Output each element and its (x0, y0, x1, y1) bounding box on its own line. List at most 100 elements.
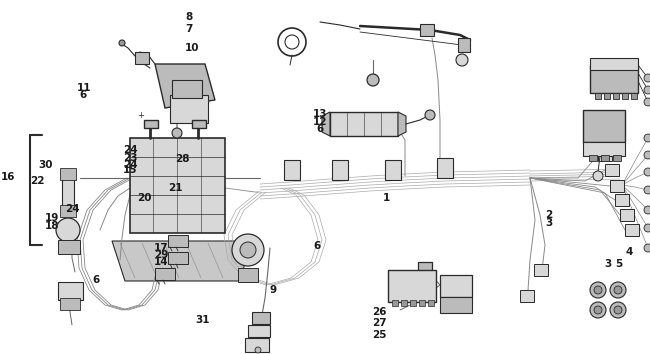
Circle shape (644, 134, 650, 142)
Text: 28: 28 (175, 154, 189, 164)
Text: 24: 24 (66, 204, 80, 214)
Circle shape (367, 74, 379, 86)
Bar (62, 178, 74, 206)
Bar (428, 300, 434, 306)
Bar (60, 205, 76, 217)
Bar (419, 300, 425, 306)
Circle shape (644, 224, 650, 232)
Bar (620, 209, 634, 221)
Circle shape (255, 347, 261, 353)
Text: 8: 8 (185, 12, 192, 22)
Circle shape (593, 171, 603, 181)
Bar (440, 297, 472, 313)
Polygon shape (155, 64, 215, 108)
Bar (135, 52, 149, 64)
Circle shape (644, 74, 650, 82)
Bar (601, 155, 609, 161)
Circle shape (172, 128, 182, 138)
Bar (284, 160, 300, 180)
Bar (583, 110, 625, 142)
Bar (598, 149, 612, 161)
Text: 29: 29 (154, 250, 168, 260)
Text: 6: 6 (79, 90, 86, 100)
Text: 3: 3 (604, 259, 612, 269)
Text: 22: 22 (31, 176, 45, 185)
Circle shape (610, 302, 626, 318)
Polygon shape (398, 112, 406, 136)
Bar (613, 93, 619, 99)
Circle shape (644, 98, 650, 106)
Bar (385, 160, 401, 180)
Circle shape (240, 242, 256, 258)
Bar (130, 138, 225, 233)
Text: 6: 6 (313, 241, 321, 251)
Bar (458, 38, 470, 52)
Text: 25: 25 (372, 330, 387, 339)
Text: 23: 23 (123, 153, 137, 162)
Text: 20: 20 (137, 193, 151, 202)
Text: 14: 14 (154, 257, 168, 267)
Bar (401, 300, 407, 306)
Bar (168, 235, 188, 247)
Text: 3: 3 (545, 218, 552, 228)
Bar (172, 80, 202, 98)
Text: 6: 6 (92, 275, 100, 285)
Circle shape (119, 40, 125, 46)
Circle shape (425, 110, 435, 120)
Bar (245, 338, 269, 352)
Text: 24: 24 (123, 145, 137, 155)
Bar (625, 224, 639, 236)
Circle shape (590, 282, 606, 298)
Bar (252, 312, 270, 324)
Bar (248, 325, 270, 337)
Bar (534, 264, 548, 276)
Bar (58, 240, 80, 254)
Bar (192, 120, 206, 128)
Bar (388, 270, 436, 302)
Bar (604, 93, 610, 99)
Text: 17: 17 (154, 243, 168, 253)
Bar (410, 300, 416, 306)
Text: 10: 10 (185, 43, 200, 53)
Circle shape (590, 302, 606, 318)
Bar (520, 290, 534, 302)
Polygon shape (322, 112, 330, 136)
Bar (330, 112, 398, 136)
Bar (613, 155, 621, 161)
Circle shape (644, 168, 650, 176)
Text: 5: 5 (615, 259, 623, 269)
Text: 13: 13 (313, 109, 327, 119)
Circle shape (644, 244, 650, 252)
Text: 7: 7 (185, 24, 192, 34)
Text: 9: 9 (270, 285, 276, 295)
Bar (60, 298, 80, 310)
Circle shape (56, 218, 80, 242)
Text: 11: 11 (77, 83, 92, 93)
Text: 18: 18 (45, 221, 59, 231)
Circle shape (644, 151, 650, 159)
Bar (418, 262, 432, 276)
Polygon shape (112, 241, 253, 281)
Bar (332, 160, 348, 180)
Bar (595, 93, 601, 99)
Bar (168, 252, 188, 264)
Bar (622, 93, 628, 99)
Text: 27: 27 (372, 318, 387, 328)
Text: 12: 12 (313, 117, 327, 127)
Circle shape (232, 234, 264, 266)
Bar (610, 180, 624, 192)
Circle shape (644, 206, 650, 214)
Text: 6: 6 (316, 124, 324, 134)
Text: 21: 21 (168, 183, 183, 193)
Text: 24: 24 (123, 160, 137, 170)
Bar (631, 93, 637, 99)
Bar (155, 268, 175, 280)
Text: 15: 15 (123, 165, 137, 175)
Circle shape (610, 282, 626, 298)
Circle shape (644, 186, 650, 194)
Text: 4: 4 (625, 247, 633, 257)
Circle shape (456, 54, 468, 66)
Bar (590, 58, 638, 70)
Text: 26: 26 (372, 307, 387, 316)
Bar (615, 194, 629, 206)
